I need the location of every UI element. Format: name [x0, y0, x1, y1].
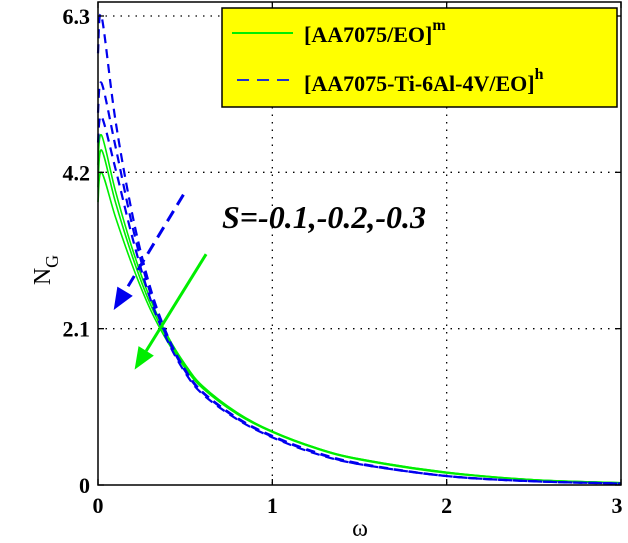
arrow-head-icon [113, 286, 133, 311]
x-tick-label: 0 [93, 493, 104, 518]
y-tick-label: 6.3 [63, 4, 91, 29]
hybrid-curve-sm0_2 [96, 81, 622, 485]
legend-label-hybrid: [AA7075-Ti-6Al-4V/EO]h [304, 66, 544, 96]
x-axis-label: ω [352, 516, 368, 542]
legend: [AA7075/EO]m [AA7075-Ti-6Al-4V/EO]h [221, 7, 618, 108]
mono-curve-sm0_1 [97, 134, 622, 484]
legend-label-mono: [AA7075/EO]m [304, 17, 446, 47]
parameter-annotation: S=-0.1,-0.2,-0.3 [222, 199, 426, 235]
plot-frame [97, 1, 622, 486]
svg-text:NG: NG [30, 255, 62, 285]
axis-ticks: 0 1 2 3 0 2.1 4.2 6.3 [63, 2, 623, 518]
legend-box [221, 7, 618, 108]
mono-curve-sm0_3 [97, 171, 622, 484]
y-tick-label: 4.2 [63, 160, 91, 185]
y-tick-label: 2.1 [63, 317, 91, 342]
direction-arrows [113, 193, 208, 370]
y-tick-label: 0 [79, 473, 90, 498]
x-tick-label: 3 [612, 493, 623, 518]
y-axis-label: NG [30, 255, 62, 285]
hybrid-curve-sm0_3 [96, 115, 622, 485]
data-curves [96, 13, 622, 485]
x-tick-label: 1 [267, 493, 278, 518]
green-arrow [144, 253, 208, 352]
x-tick-label: 2 [441, 493, 452, 518]
arrow-head-icon [134, 346, 154, 370]
